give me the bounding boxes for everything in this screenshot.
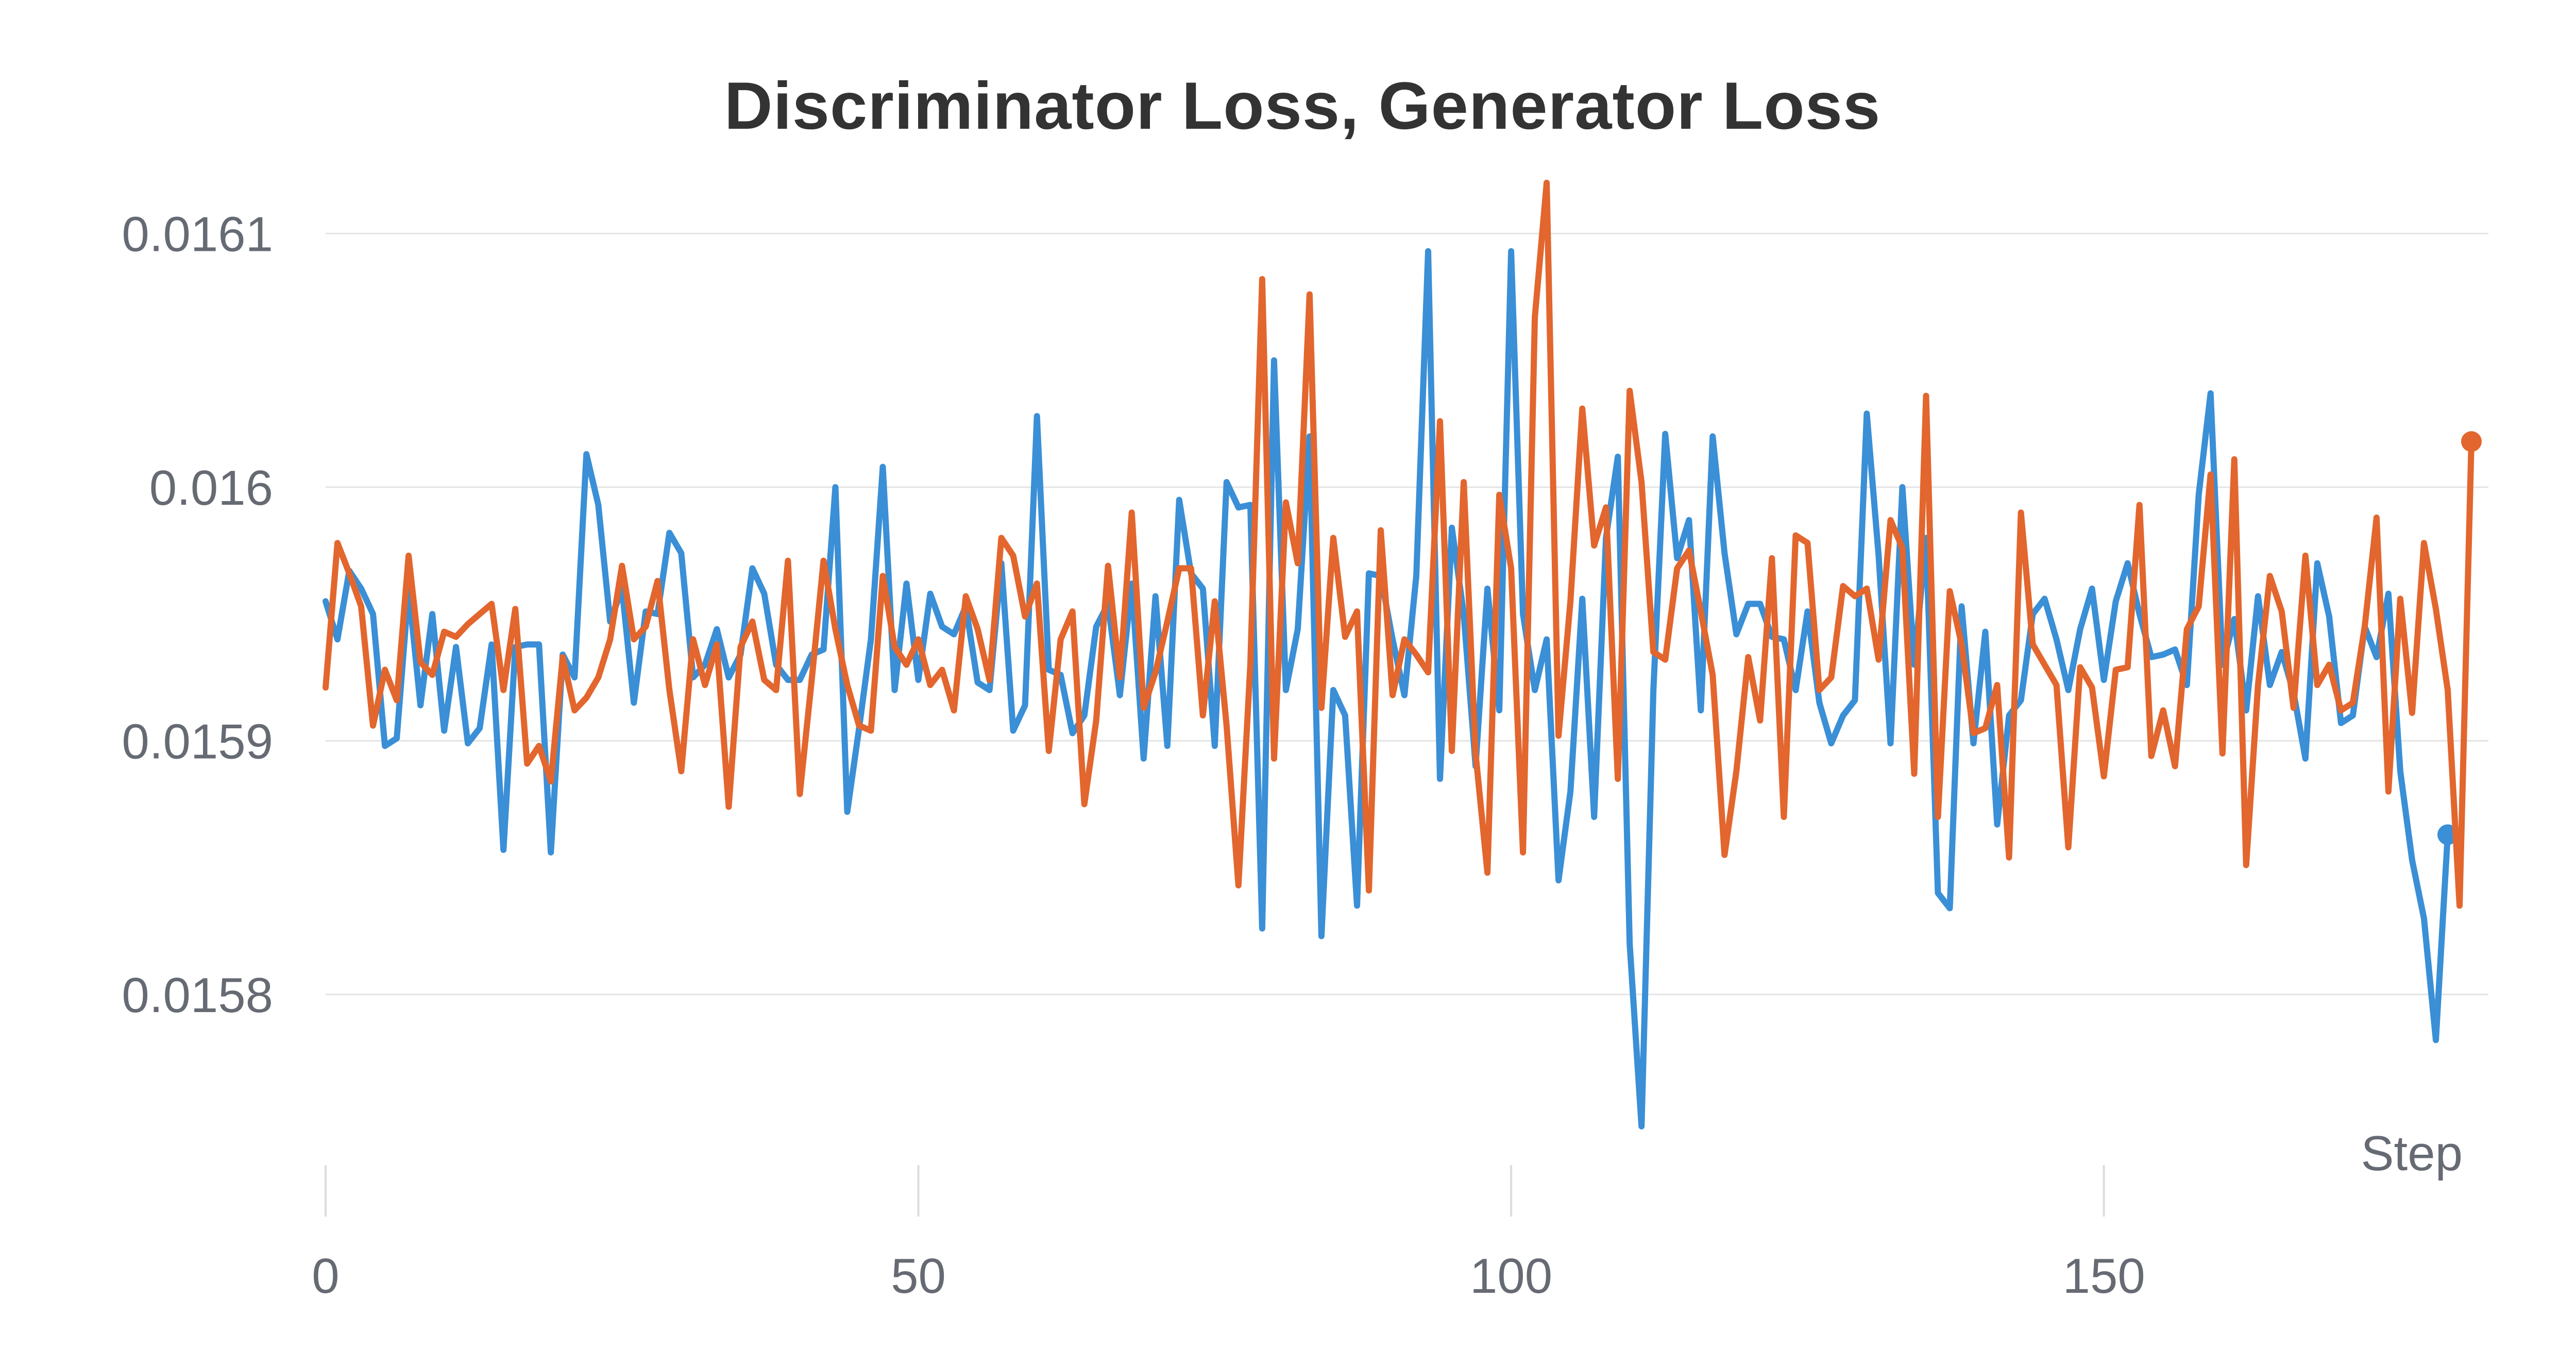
x-tick-label: 150 (2063, 1249, 2145, 1304)
y-tick-label: 0.0161 (122, 207, 273, 262)
series-line-2 (323, 179, 2475, 909)
x-axis-title: Step (2361, 1126, 2463, 1181)
chart-title: Discriminator Loss, Generator Loss (724, 68, 1881, 143)
series-lines (323, 179, 2482, 1130)
series-end-point-2 (2461, 431, 2482, 452)
y-axis-tick-labels: 0.0158 0.0159 0.016 0.0161 (122, 207, 273, 1022)
x-axis: 0 50 100 150 (312, 1165, 2145, 1304)
x-tick-label: 0 (312, 1249, 339, 1304)
x-tick-label: 50 (891, 1249, 946, 1304)
y-tick-label: 0.016 (149, 460, 273, 516)
y-tick-label: 0.0159 (122, 714, 273, 769)
y-tick-label: 0.0158 (122, 968, 273, 1023)
x-tick-label: 100 (1470, 1249, 1552, 1304)
